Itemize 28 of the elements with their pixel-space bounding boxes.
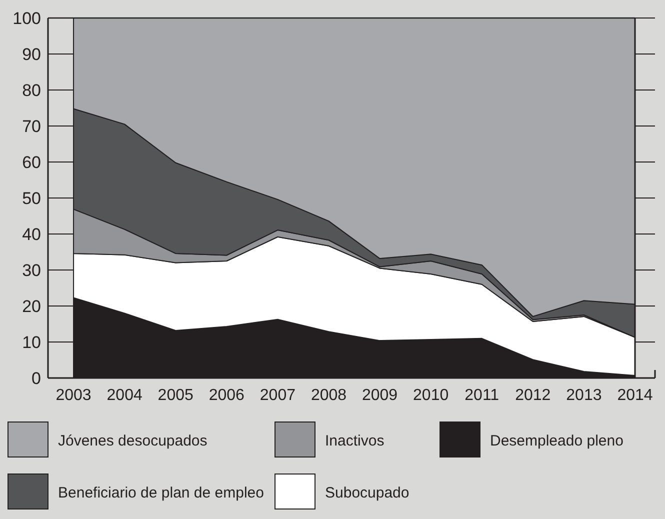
x-tick-label: 2012 xyxy=(515,387,551,404)
x-tick-label: 2011 xyxy=(464,387,500,404)
x-tick-label: 2008 xyxy=(310,387,347,404)
x-tick-label: 2006 xyxy=(208,387,245,404)
x-tick-label: 2005 xyxy=(158,387,194,404)
x-tick-label: 2013 xyxy=(566,387,602,404)
legend-label: Jóvenes desocupados xyxy=(58,432,208,450)
y-tick-label: 20 xyxy=(22,296,41,316)
legend-label: Desempleado pleno xyxy=(490,432,624,450)
x-tick-label: 2004 xyxy=(106,387,142,404)
x-tick-label: 2003 xyxy=(56,387,92,404)
y-tick-label: 50 xyxy=(22,188,41,208)
x-tick-label: 2014 xyxy=(617,387,653,404)
y-tick-label: 60 xyxy=(22,152,41,172)
y-tick-label: 10 xyxy=(22,332,41,352)
y-tick-label: 30 xyxy=(22,260,41,280)
y-tick-label: 0 xyxy=(32,368,41,388)
y-tick-label: 80 xyxy=(22,80,41,100)
y-tick-label: 90 xyxy=(22,44,41,64)
y-tick-label: 70 xyxy=(22,116,41,136)
x-tick-label: 2010 xyxy=(413,387,449,404)
x-tick-label: 2007 xyxy=(260,387,296,404)
y-tick-label: 40 xyxy=(22,224,41,244)
legend-label: Subocupado xyxy=(325,484,410,502)
legend-label: Inactivos xyxy=(325,432,384,450)
legend-label: Beneficiario de plan de empleo xyxy=(58,484,264,502)
x-tick-label: 2009 xyxy=(362,387,398,404)
y-tick-label: 100 xyxy=(12,8,41,28)
